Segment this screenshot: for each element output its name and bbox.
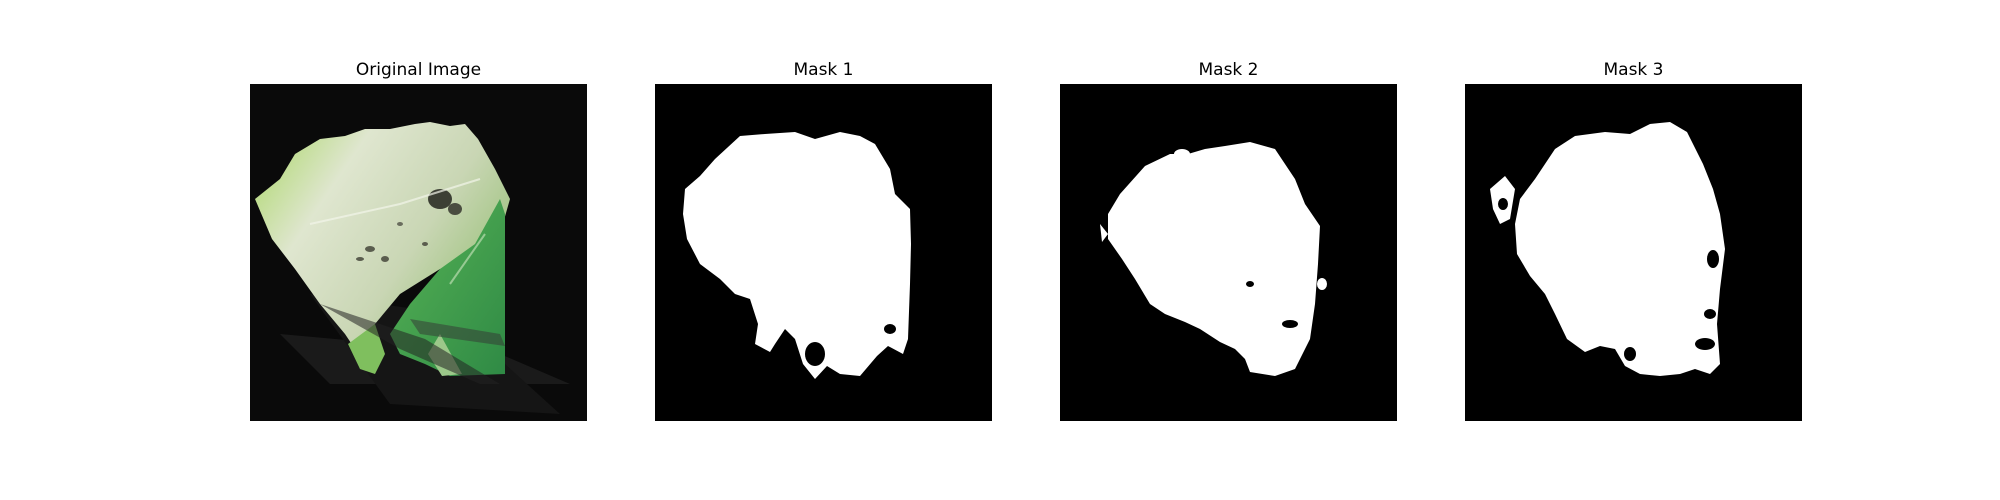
original-leaf-image [250,84,587,421]
panel-title: Original Image [355,60,482,80]
panel-mask-1: Mask 1 [655,0,992,500]
mask-3-image [1465,84,1802,421]
panel-title: Mask 3 [1603,60,1664,80]
mask-1-image [655,84,992,421]
panel-mask-2: Mask 2 [1060,0,1397,500]
panel-title: Mask 1 [793,60,854,80]
mask-2-image [1060,84,1397,421]
panel-mask-3: Mask 3 [1465,0,1802,500]
panel-title: Mask 2 [1198,60,1259,80]
panel-original-image: Original Image [250,0,587,500]
